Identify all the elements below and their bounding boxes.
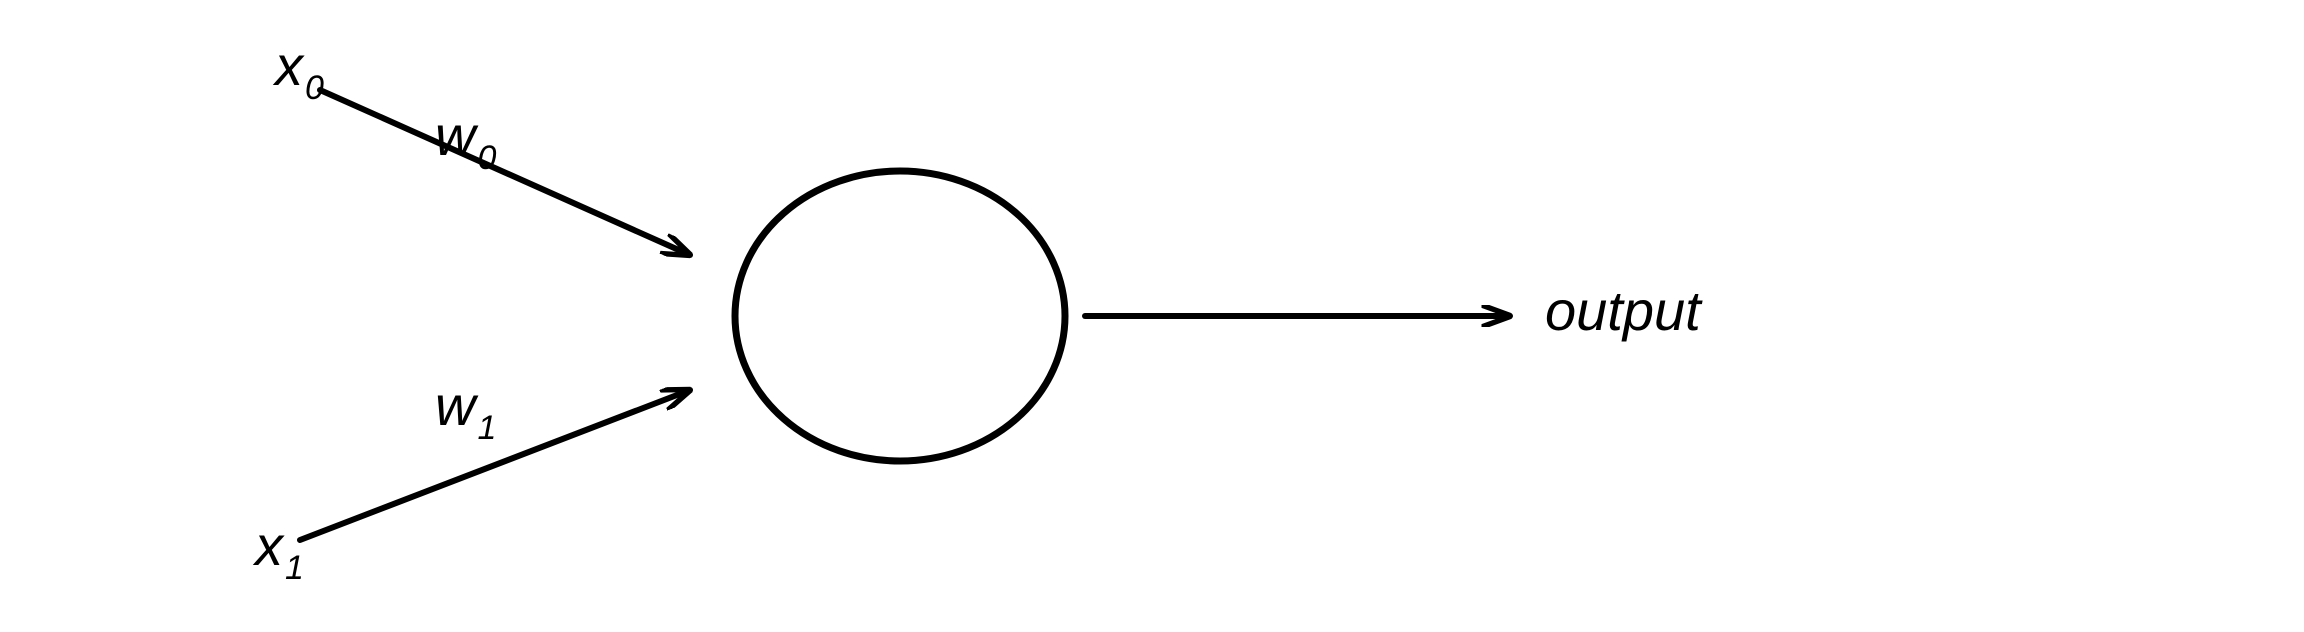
nodes-group [735,171,1065,461]
neuron-diagram: x0 w0 w1 x1 output [0,0,2304,632]
label-input0: x0 [272,34,324,107]
edge-edge-x0 [320,90,690,255]
node-neuron [735,171,1065,461]
label-weight1: w1 [435,374,496,447]
label-weight0: w0 [435,104,496,177]
label-output: output [1545,279,1703,342]
label-input1: x1 [252,514,304,587]
